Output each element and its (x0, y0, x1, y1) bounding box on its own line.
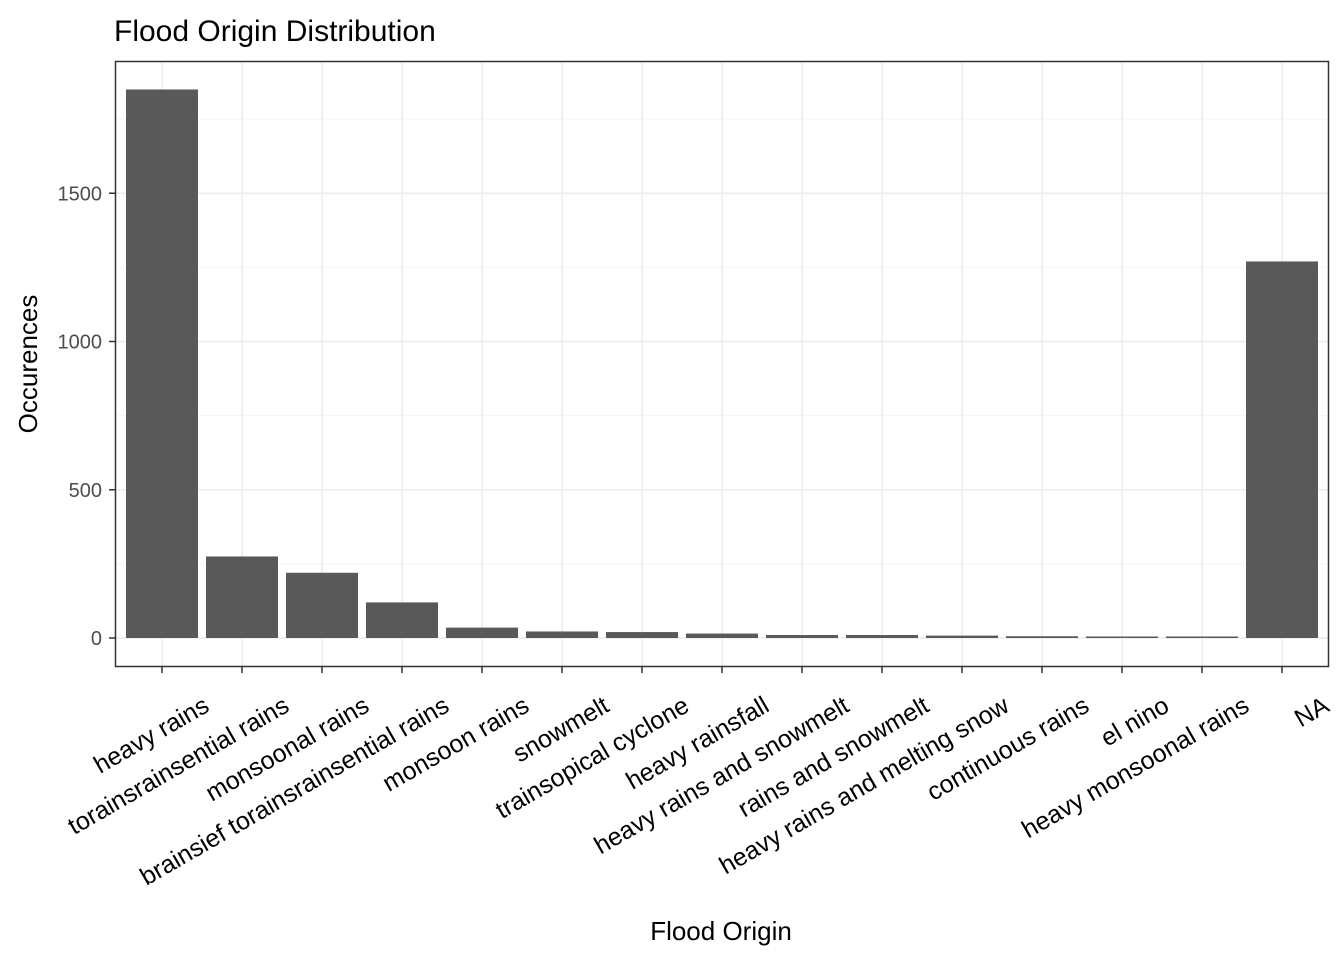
y-tick-label: 1000 (58, 332, 103, 354)
x-axis-title: Flood Origin (650, 916, 792, 946)
bar-layer (126, 89, 1318, 639)
bar (286, 572, 358, 638)
bar (686, 633, 758, 638)
bar (126, 89, 198, 639)
x-tick-label: NA (1290, 691, 1334, 733)
y-axis: 0 500 1000 1500 (58, 183, 115, 650)
bar (926, 635, 998, 638)
y-tick-label: 500 (69, 480, 102, 502)
y-tick-label: 1500 (58, 183, 103, 205)
bar (846, 635, 918, 638)
bar (526, 631, 598, 638)
y-tick-label: 0 (91, 628, 102, 650)
bar (1006, 636, 1078, 638)
chart-title: Flood Origin Distribution (114, 15, 436, 48)
bar (206, 556, 278, 638)
bar (1086, 636, 1158, 638)
bar (1246, 261, 1318, 638)
bar (1166, 636, 1238, 638)
bar (606, 632, 678, 638)
y-axis-title: Occurences (13, 295, 43, 434)
bar (366, 602, 438, 638)
bar (766, 635, 838, 638)
bar (446, 627, 518, 638)
